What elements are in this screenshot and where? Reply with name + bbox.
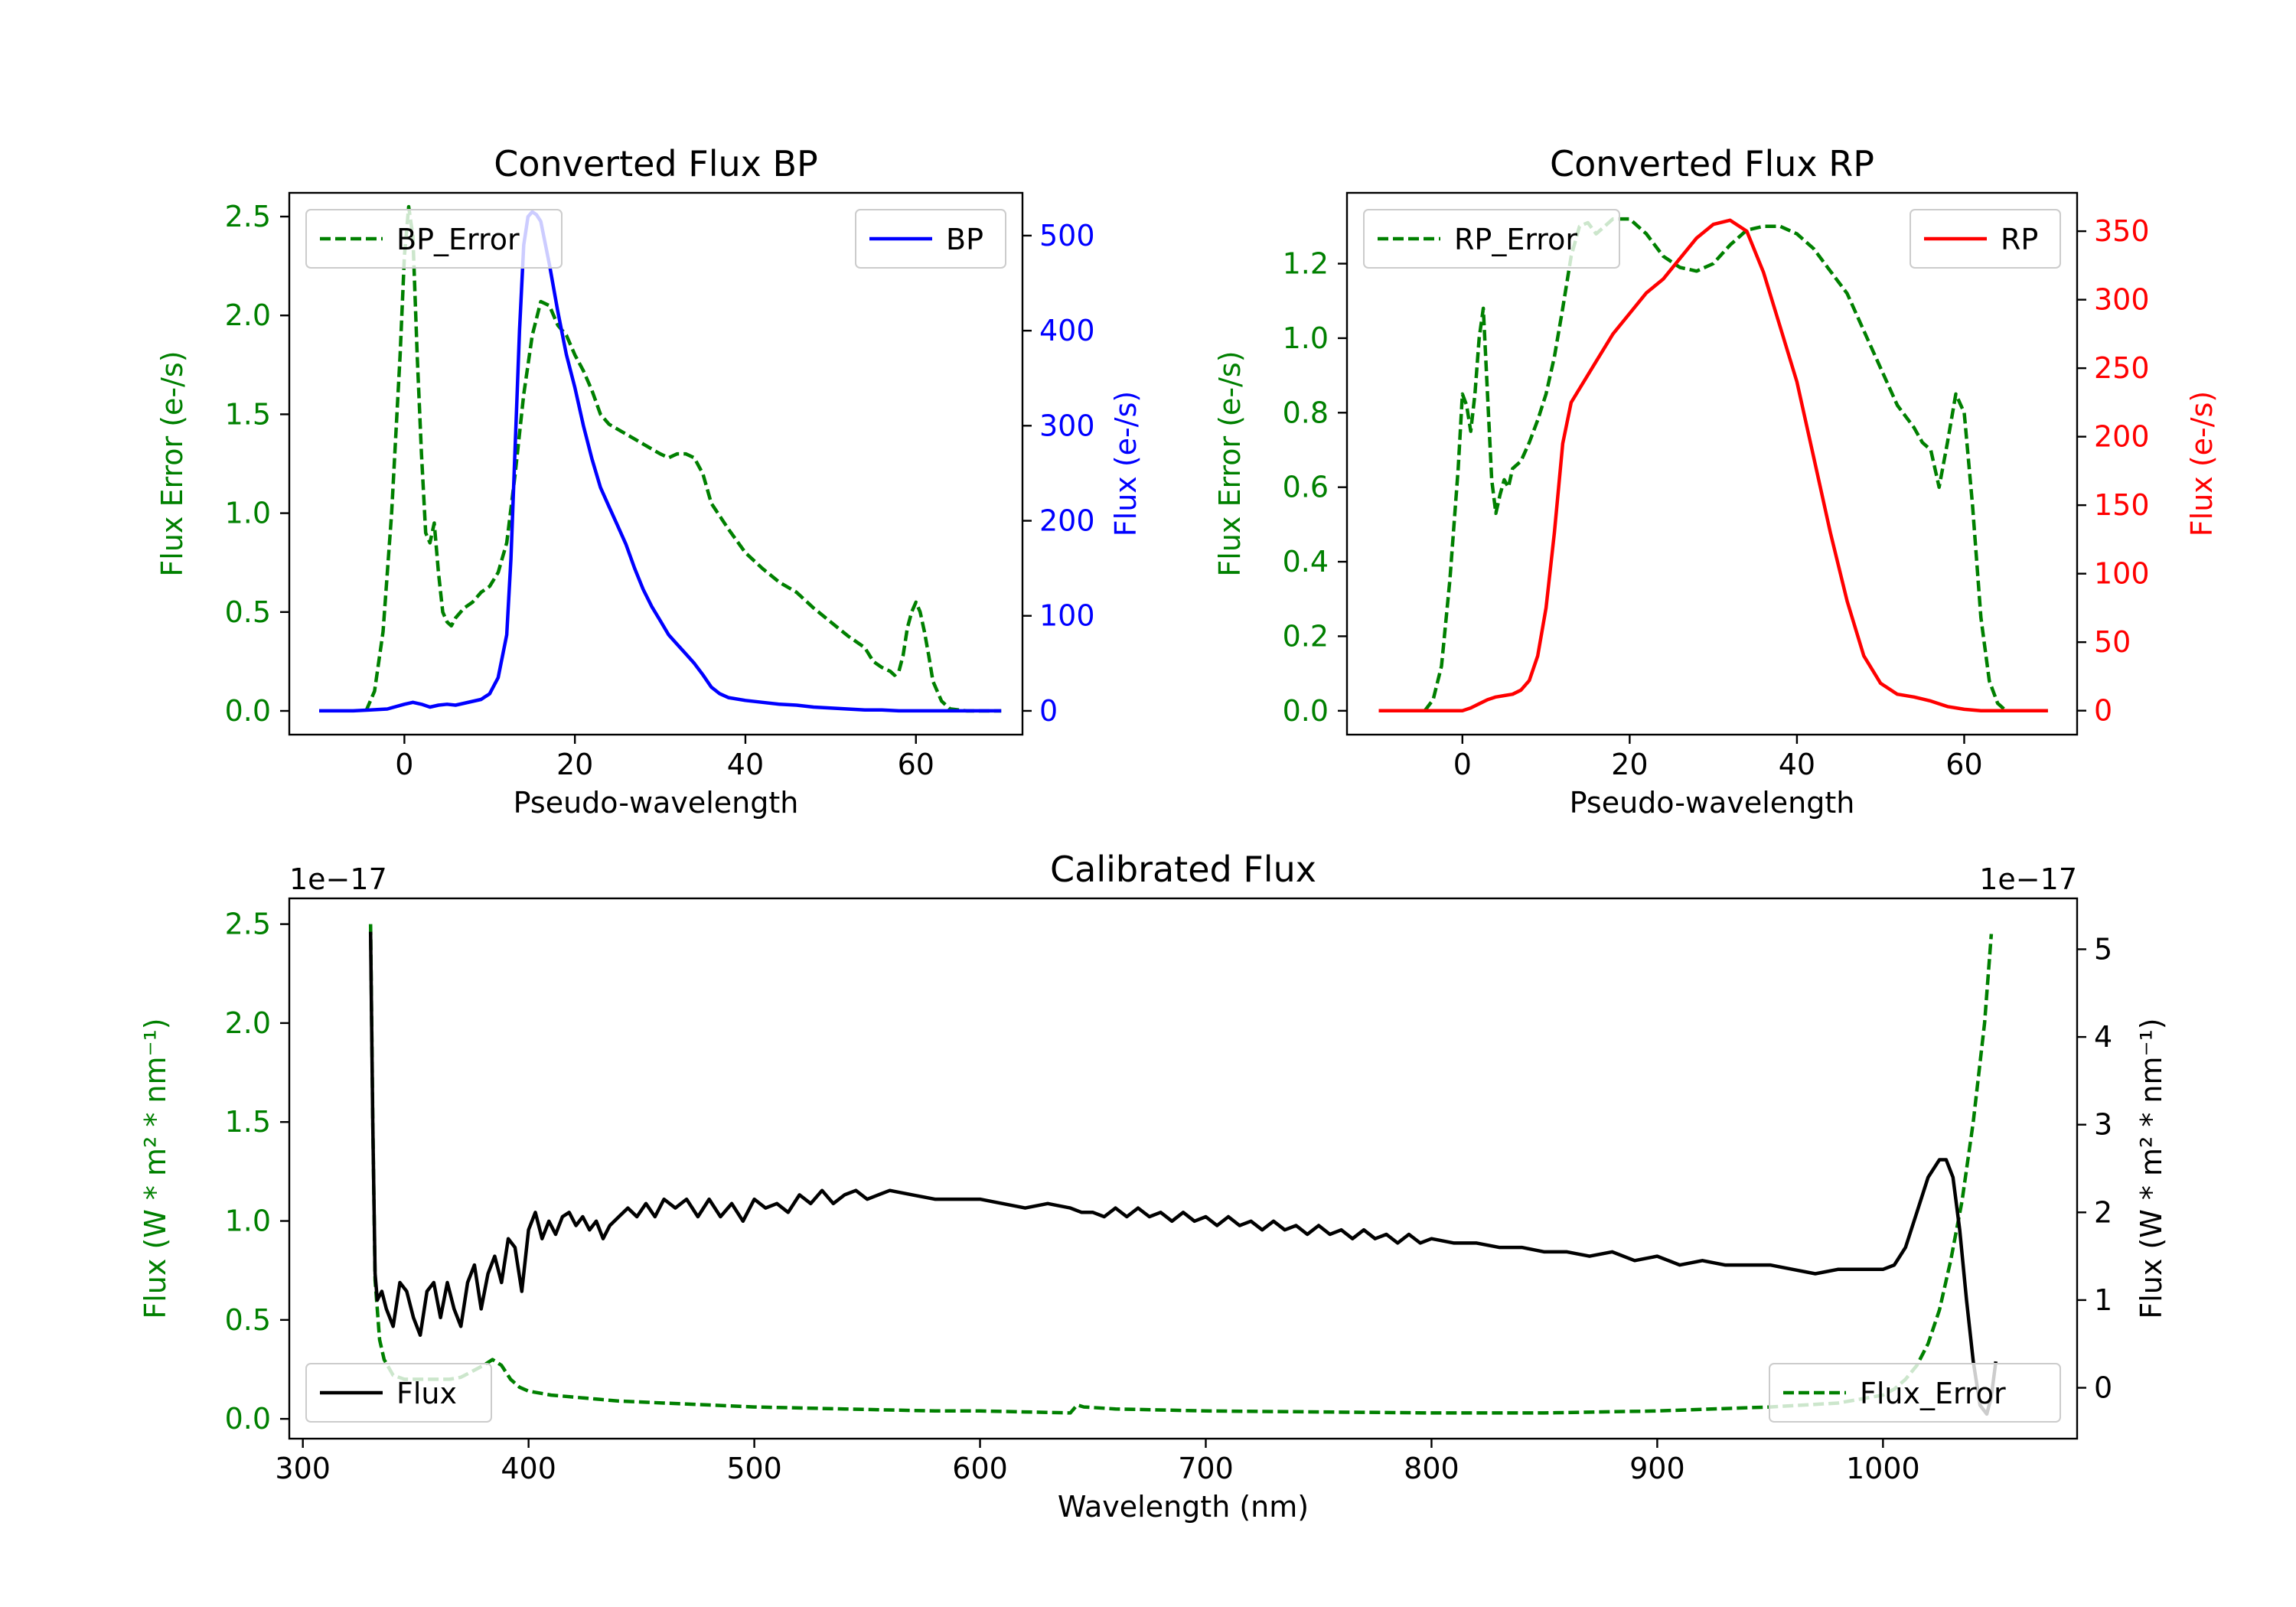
chart-calibrated: 300 400 500 600 700 800 900 1000 0.0 0.5 1.0 1.5 2.0…	[139, 849, 2168, 1524]
legend-label: BP	[946, 223, 983, 256]
y-right-tick-label: 300	[2094, 283, 2150, 317]
chart-title: Converted Flux RP	[1550, 143, 1874, 184]
x-tick-label: 1000	[1846, 1452, 1920, 1485]
legend-label: RP_Error	[1454, 223, 1577, 256]
series-line-bp-error	[364, 204, 1002, 713]
y-right-tick-label: 250	[2094, 351, 2150, 385]
y-left-tick-label: 0.2	[1283, 619, 1329, 653]
series-line-rp	[1378, 218, 2048, 712]
x-tick-label: 0	[1453, 748, 1472, 781]
y-left-axis-label: Flux (W * m² * nm⁻¹)	[139, 1018, 172, 1319]
axes-frame	[288, 191, 1024, 736]
x-axis-label: Wavelength (nm)	[1058, 1490, 1309, 1524]
legend-legend_left: RP_Error	[1363, 209, 1620, 269]
series-line-flux	[368, 931, 1998, 1416]
y-right-tick-label: 0	[1039, 694, 1058, 728]
y-left-tick-label: 2.0	[225, 1006, 271, 1040]
y-left-axis-label: Flux Error (e-/s)	[1213, 350, 1247, 576]
y-left-tick-label: 1.5	[225, 397, 271, 431]
y-left-axis-label: Flux Error (e-/s)	[155, 350, 189, 576]
x-tick-label: 700	[1178, 1452, 1234, 1485]
x-axis-label: Pseudo-wavelength	[1570, 786, 1855, 820]
y-left-tick-label: 0.8	[1283, 396, 1329, 429]
y-right-tick-label: 100	[1039, 599, 1095, 633]
y-right-tick-label: 0	[2094, 694, 2112, 728]
x-tick-label: 20	[1611, 748, 1648, 781]
y-right-tick-label: 50	[2094, 625, 2131, 659]
legend-label: Flux	[396, 1377, 457, 1410]
x-tick-label: 60	[1945, 748, 1982, 781]
y-right-tick-label: 1	[2094, 1283, 2112, 1317]
legend-label: Flux_Error	[1860, 1377, 2006, 1410]
y-right-tick-label: 0	[2094, 1371, 2112, 1405]
legend-box	[305, 1363, 492, 1423]
y-left-tick-label: 0.5	[225, 1303, 271, 1337]
y-right-offset-text: 1e−17	[1979, 862, 2077, 896]
chart-title: Converted Flux BP	[494, 143, 818, 184]
x-tick-label: 300	[275, 1452, 331, 1485]
x-tick-label: 500	[726, 1452, 782, 1485]
y-right-tick-label: 4	[2094, 1020, 2112, 1054]
y-right-tick-label: 200	[1039, 504, 1095, 538]
y-right-tick-label: 300	[1039, 409, 1095, 442]
x-tick-label: 40	[727, 748, 764, 781]
x-axis-label: Pseudo-wavelength	[514, 786, 799, 820]
legend-legend_right: Flux_Error	[1769, 1363, 2061, 1423]
x-tick-label: 20	[556, 748, 593, 781]
series-line-bp	[319, 210, 1002, 713]
legend-box	[1769, 1363, 2061, 1423]
y-left-offset-text: 1e−17	[289, 862, 387, 896]
x-tick-label: 40	[1779, 748, 1815, 781]
y-right-tick-label: 2	[2094, 1195, 2112, 1229]
y-left-tick-label: 0.5	[225, 595, 271, 629]
y-right-axis-label: Flux (W * m² * nm⁻¹)	[2135, 1018, 2168, 1319]
y-left-tick-label: 0.4	[1283, 545, 1329, 579]
legend-legend_left: BP_Error	[305, 209, 563, 269]
legend-box	[305, 209, 563, 269]
y-right-tick-label: 5	[2094, 932, 2112, 966]
x-tick-label: 800	[1404, 1452, 1459, 1485]
y-left-tick-label: 1.5	[225, 1105, 271, 1139]
series-line-rp-error	[1423, 217, 2048, 713]
y-left-tick-label: 1.0	[1283, 321, 1329, 355]
chart-rp: 0 20 40 60 0.0 0.2 0.4 0.6 0.8 1.0 1.2 0 50 100 150 200…	[1213, 143, 2219, 820]
y-right-tick-label: 350	[2094, 214, 2150, 248]
axes-frame	[288, 897, 2079, 1440]
series-line-flux-error	[368, 924, 1994, 1415]
legend-label: RP	[2001, 223, 2038, 256]
y-left-tick-label: 1.0	[225, 1204, 271, 1238]
y-right-tick-label: 3	[2094, 1108, 2112, 1142]
x-tick-label: 600	[952, 1452, 1008, 1485]
y-right-tick-label: 100	[2094, 557, 2150, 591]
y-left-tick-label: 0.0	[225, 694, 271, 728]
y-left-tick-label: 0.6	[1283, 471, 1329, 504]
y-right-tick-label: 400	[1039, 314, 1095, 347]
x-tick-label: 400	[501, 1452, 556, 1485]
y-left-tick-label: 2.5	[225, 200, 271, 233]
y-left-tick-label: 0.0	[1283, 694, 1329, 728]
x-tick-label: 0	[395, 748, 413, 781]
legend-box	[1363, 209, 1620, 269]
y-left-tick-label: 1.0	[225, 497, 271, 530]
legend-legend_right: BP	[855, 209, 1006, 269]
chart-title: Calibrated Flux	[1050, 849, 1316, 890]
legend-legend_right: RP	[1910, 209, 2061, 269]
x-tick-label: 60	[898, 748, 934, 781]
y-right-tick-label: 200	[2094, 420, 2150, 454]
y-left-tick-label: 2.0	[225, 298, 271, 332]
legend-legend_left: Flux	[305, 1363, 492, 1423]
y-right-tick-label: 150	[2094, 488, 2150, 522]
axes-frame	[1345, 191, 2079, 736]
y-left-tick-label: 2.5	[225, 908, 271, 941]
y-right-tick-label: 500	[1039, 219, 1095, 253]
chart-bp: 0 20 40 60 0.0 0.5 1.0 1.5 2.0 2.5 0 100 200 300 400 50…	[155, 143, 1143, 820]
y-right-axis-label: Flux (e-/s)	[2185, 391, 2219, 536]
legend-label: BP_Error	[396, 223, 520, 256]
y-left-tick-label: 1.2	[1283, 247, 1329, 281]
y-right-axis-label: Flux (e-/s)	[1109, 391, 1143, 536]
x-tick-label: 900	[1629, 1452, 1685, 1485]
y-left-tick-label: 0.0	[225, 1402, 271, 1436]
